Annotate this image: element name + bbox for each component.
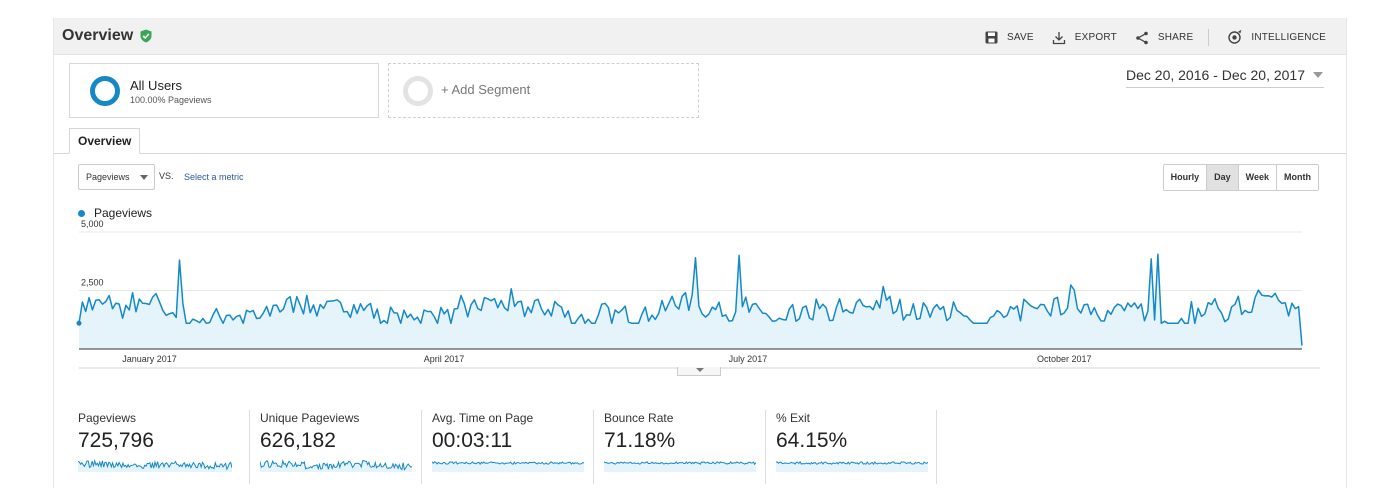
kpi-sparkline [78,459,232,472]
kpi-sparkline [776,460,928,472]
sparkline-line [776,460,928,466]
save-button[interactable]: SAVE [985,31,1034,44]
metric-dropdown-value: Pageviews [86,172,130,182]
y-tick-label: 5,000 [81,219,104,229]
page-title: Overview [62,27,153,45]
chevron-down-icon [1313,72,1324,78]
intelligence-label: INTELLIGENCE [1251,32,1326,43]
export-label: EXPORT [1074,32,1117,43]
intelligence-button[interactable]: INTELLIGENCE [1227,30,1326,45]
kpi-sparkline [432,461,584,472]
date-range-picker[interactable]: Dec 20, 2016 - Dec 20, 2017 [1126,67,1324,88]
kpi-value: 00:03:11 [432,429,513,452]
x-tick-label: July 2017 [729,354,768,364]
chevron-down-icon [140,175,148,180]
kpi-pageviews[interactable]: Pageviews 725,796 [77,410,249,484]
chart-collapse-handle[interactable] [677,367,721,376]
verified-check-icon [140,29,152,43]
sparkline-line [432,461,584,466]
intelligence-icon [1228,30,1242,44]
kpi-bounce-rate[interactable]: Bounce Rate 71.18% [593,410,765,484]
sparkline-line [604,460,756,466]
segment-name: All Users [130,78,183,93]
kpi-sparkline [260,459,412,472]
kpi-value: 64.15% [776,429,848,452]
save-icon [985,31,998,44]
legend-label: Pageviews [94,206,153,220]
granularity-month-button[interactable]: Month [1276,165,1318,190]
granularity-toggle: Hourly Day Week Month [1162,164,1319,191]
legend-dot-icon [78,209,85,217]
segment-all-users[interactable]: All Users 100.00% Pageviews [69,63,379,118]
kpi-label: Avg. Time on Page [432,411,534,425]
add-segment-label: + Add Segment [441,82,531,97]
sparkline-area [604,461,756,472]
report-frame: Overview SAVE EXPORT SHARE INTELLI [53,18,1347,488]
save-label: SAVE [1007,32,1034,43]
add-segment-button[interactable]: + Add Segment [388,63,699,118]
metric-dropdown[interactable]: Pageviews [78,164,155,190]
export-button[interactable]: EXPORT [1052,31,1117,45]
vs-label: VS. [159,171,174,181]
kpi-value: 725,796 [78,429,154,452]
sparkline-line [78,459,232,471]
sparkline-area [776,461,928,472]
kpi-label: Bounce Rate [604,411,674,425]
segment-subtitle: 100.00% Pageviews [130,95,212,105]
y-tick-label: 2,500 [81,278,104,288]
tab-overview[interactable]: Overview [69,128,141,154]
report-header: Overview SAVE EXPORT SHARE INTELLI [54,18,1346,55]
select-metric-link[interactable]: Select a metric [184,172,244,182]
sparkline-area [432,461,584,472]
chevron-down-icon [696,368,704,372]
kpi-value: 626,182 [260,429,336,452]
report-actions: SAVE EXPORT SHARE INTELLIGENCE [967,29,1326,46]
chart-legend: Pageviews [78,206,152,220]
kpi-avg-time-on-page[interactable]: Avg. Time on Page 00:03:11 [421,410,593,484]
granularity-day-button[interactable]: Day [1206,165,1238,190]
tab-bar-line [54,153,1346,154]
sparkline-line [260,459,412,471]
share-button[interactable]: SHARE [1135,31,1193,45]
segment-ring-icon [90,76,120,106]
kpi-label: Pageviews [78,411,137,425]
kpi-value: 71.18% [604,429,676,452]
kpi-label: Unique Pageviews [260,411,360,425]
kpi-unique-pageviews[interactable]: Unique Pageviews 626,182 [249,410,421,484]
pageviews-area [79,254,1302,349]
x-tick-label: October 2017 [1037,354,1092,364]
share-label: SHARE [1157,32,1194,43]
granularity-hourly-button[interactable]: Hourly [1163,165,1207,190]
actions-divider [1208,29,1210,46]
page-title-text: Overview [62,27,134,44]
kpi-row: Pageviews 725,796 Unique Pageviews 626,1… [77,410,937,484]
x-tick-label: January 2017 [122,354,177,364]
pageviews-line [78,253,1303,346]
kpi-sparkline [604,460,756,472]
date-range-text: Dec 20, 2016 - Dec 20, 2017 [1126,67,1306,83]
export-icon [1052,31,1065,44]
x-tick-label: April 2017 [424,354,465,364]
kpi-percent-exit[interactable]: % Exit 64.15% [765,410,937,484]
kpi-label: % Exit [776,411,811,425]
segment-empty-ring-icon [403,76,433,106]
sparkline-area [260,460,412,472]
share-icon [1136,31,1148,44]
granularity-week-button[interactable]: Week [1237,165,1276,190]
pageviews-point [76,320,82,326]
